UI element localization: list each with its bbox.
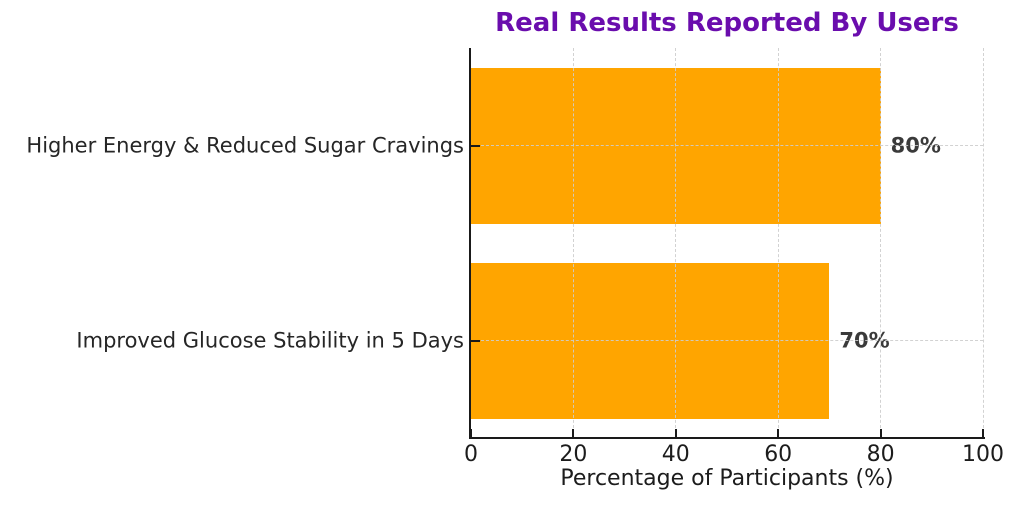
gridline-vertical — [982, 48, 984, 438]
x-axis-spine — [469, 437, 985, 439]
x-tick-mark — [777, 429, 780, 438]
x-axis-tick-label: 0 — [464, 442, 478, 467]
x-axis-tick-label: 20 — [559, 442, 588, 467]
x-axis-tick-label: 80 — [866, 442, 895, 467]
gridline-vertical — [777, 48, 779, 438]
x-tick-mark — [572, 429, 575, 438]
gridline-horizontal — [471, 145, 983, 146]
y-axis-spine — [469, 48, 471, 439]
x-tick-mark — [982, 429, 984, 438]
plot-area — [470, 48, 984, 438]
x-tick-mark — [674, 429, 677, 438]
x-tick-mark — [470, 429, 472, 438]
x-axis-tick-label: 100 — [962, 442, 1004, 467]
x-axis-tick-label: 60 — [764, 442, 793, 467]
y-axis-category-label: Higher Energy & Reduced Sugar Cravings — [26, 133, 464, 158]
gridline-vertical — [572, 48, 574, 438]
x-axis-title: Percentage of Participants (%) — [560, 466, 894, 491]
y-tick-mark — [471, 339, 480, 342]
gridline-vertical — [880, 48, 882, 438]
y-axis-category-label: Improved Glucose Stability in 5 Days — [76, 328, 464, 353]
chart-title: Real Results Reported By Users — [495, 8, 959, 38]
gridline-horizontal — [471, 340, 983, 341]
x-axis-tick-label: 40 — [661, 442, 690, 467]
y-tick-mark — [471, 144, 480, 147]
x-tick-mark — [879, 429, 882, 438]
gridline-vertical — [675, 48, 677, 438]
